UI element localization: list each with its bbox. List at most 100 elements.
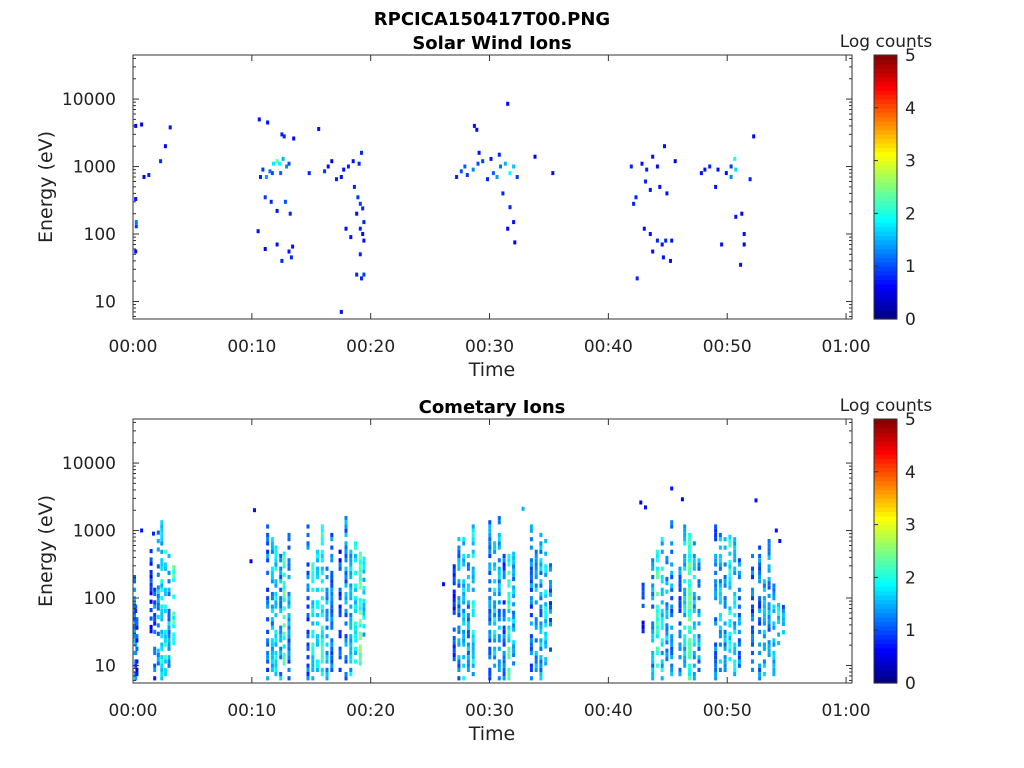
heatmap-cell [718, 562, 722, 567]
heatmap-cell [772, 587, 776, 592]
heatmap-cell [311, 604, 315, 609]
colorbar-segment [874, 630, 897, 636]
heatmap-cell [325, 600, 329, 605]
colorbar-segment [874, 182, 897, 188]
colorbar-segment [874, 85, 897, 91]
heatmap-cell [282, 581, 286, 586]
heatmap-cell [462, 600, 466, 605]
heatmap-cell [160, 541, 164, 546]
heatmap-cell [651, 596, 655, 601]
heatmap-cell [493, 646, 497, 651]
heatmap-cell [338, 608, 342, 613]
heatmap-cell [287, 659, 291, 664]
heatmap-cell [338, 587, 342, 592]
heatmap-cell [135, 617, 139, 622]
heatmap-cell [539, 549, 543, 554]
heatmap-cell [497, 545, 501, 550]
heatmap-cell [549, 618, 552, 623]
heatmap-cell [134, 197, 138, 201]
heatmap-cell [266, 549, 270, 554]
heatmap-cell [714, 642, 718, 647]
heatmap-cell [670, 642, 674, 647]
colorbar-segment [874, 542, 897, 548]
heatmap-cell [457, 562, 461, 567]
heatmap-cell [751, 566, 754, 571]
heatmap-cell [486, 177, 489, 182]
heatmap-cell [728, 568, 732, 573]
heatmap-cell [678, 646, 682, 651]
heatmap-cell [724, 171, 728, 176]
colorbar-segment [874, 595, 897, 600]
heatmap-cell [692, 600, 696, 605]
heatmap-cell [167, 579, 171, 584]
heatmap-cell [274, 558, 278, 563]
heatmap-cell [266, 570, 270, 575]
heatmap-cell [167, 591, 171, 597]
heatmap-cell [279, 600, 283, 605]
heatmap-cell [497, 541, 501, 546]
heatmap-cell [172, 632, 176, 637]
heatmap-cell [320, 667, 324, 672]
heatmap-cell [758, 596, 762, 601]
heatmap-cell [471, 524, 475, 529]
heatmap-cell [160, 520, 164, 525]
heatmap-cell [306, 524, 310, 529]
heatmap-cell [651, 625, 655, 630]
heatmap-cell [279, 604, 283, 609]
heatmap-cell [274, 596, 278, 601]
colorbar-segment [874, 467, 897, 473]
heatmap-cell [512, 648, 516, 653]
heatmap-cell [320, 553, 324, 559]
heatmap-cell [311, 570, 315, 575]
heatmap-cell [452, 606, 456, 611]
heatmap-cell [655, 629, 659, 635]
heatmap-cell [781, 609, 785, 614]
heatmap-cell [488, 621, 492, 626]
heatmap-cell [338, 566, 342, 571]
colorbar-segment [874, 77, 897, 82]
heatmap-cell [497, 667, 501, 672]
colorbar-segment [874, 493, 897, 499]
heatmap-cell [539, 667, 543, 672]
heatmap-cell [279, 638, 283, 643]
heatmap-cell [275, 242, 279, 247]
heatmap-cell [270, 659, 274, 664]
heatmap-cell [266, 604, 270, 609]
heatmap-cell [493, 617, 497, 622]
heatmap-cell [320, 650, 324, 656]
heatmap-cell [274, 566, 278, 571]
heatmap-cell [529, 596, 533, 601]
colorbar-segment [874, 261, 897, 267]
heatmap-cell [135, 634, 139, 639]
colorbar-segment [874, 283, 897, 289]
heatmap-cell [683, 579, 687, 584]
x-tick-label: 00:40 [584, 701, 633, 721]
heatmap-cell [133, 625, 136, 630]
heatmap-cell [274, 579, 278, 584]
heatmap-cell [149, 578, 153, 583]
heatmap-cell [306, 672, 310, 677]
heatmap-cell [539, 625, 543, 630]
heatmap-cell [326, 164, 330, 169]
heatmap-cell [362, 615, 366, 620]
heatmap-cell [325, 655, 329, 660]
heatmap-cell [539, 629, 543, 634]
heatmap-cell [357, 161, 361, 166]
heatmap-cell [723, 545, 727, 550]
heatmap-cell [160, 655, 164, 660]
heatmap-cell [282, 598, 286, 603]
heatmap-cell [330, 608, 334, 613]
heatmap-cell [737, 596, 741, 601]
heatmap-cell [714, 587, 718, 592]
colorbar-segment [874, 537, 897, 543]
heatmap-cell [549, 622, 552, 627]
heatmap-cell [163, 629, 167, 634]
y-tick-label: 1000 [73, 522, 116, 542]
heatmap-cell [354, 558, 357, 563]
heatmap-cell [270, 566, 274, 571]
heatmap-cell [282, 572, 286, 577]
colorbar-segment [874, 608, 897, 614]
heatmap-cell [728, 657, 732, 662]
heatmap-cell [539, 583, 543, 588]
heatmap-cell [733, 663, 737, 668]
